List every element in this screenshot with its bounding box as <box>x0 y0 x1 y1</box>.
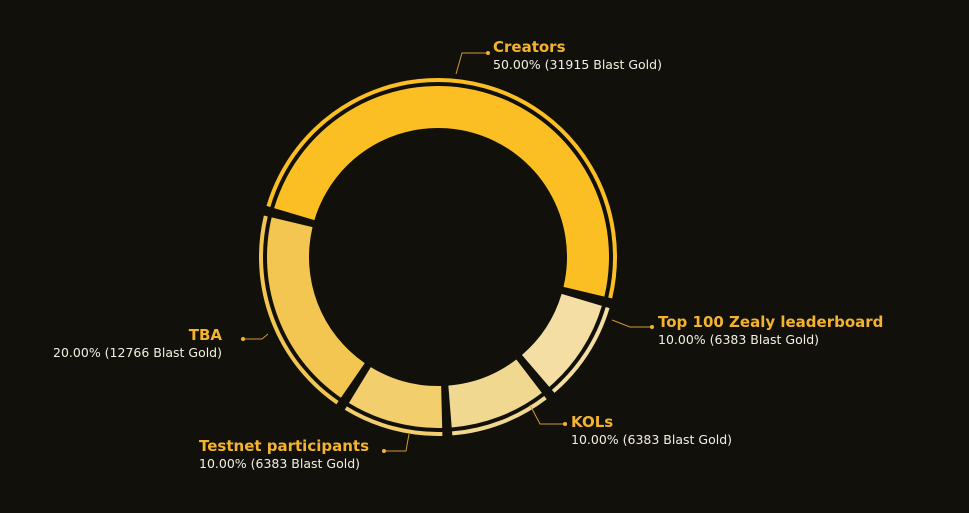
slice-kols <box>448 359 542 428</box>
slice-testnet-participants <box>348 367 443 428</box>
slice-value-tba: 20.00% (12766 Blast Gold) <box>53 345 222 360</box>
callout-line-top-100-zealy-leaderboard <box>611 319 652 328</box>
callout-dot-creators <box>486 51 490 55</box>
slice-creators <box>274 85 610 297</box>
slice-name-tba: TBA <box>188 326 222 344</box>
callout-dot-testnet-participants <box>382 449 386 453</box>
slice-ring-top-100-zealy-leaderboard <box>551 306 610 393</box>
slice-name-top-100-zealy-leaderboard: Top 100 Zealy leaderboard <box>658 313 884 331</box>
slice-ring-tba <box>259 215 339 405</box>
slice-value-creators: 50.00% (31915 Blast Gold) <box>493 57 662 72</box>
slice-top-100-zealy-leaderboard <box>521 293 602 387</box>
callout-dot-tba <box>241 337 245 341</box>
callout-line-creators <box>455 52 488 75</box>
callout-line-testnet-participants <box>384 433 410 452</box>
slice-ring-kols <box>452 396 547 436</box>
slice-label-top-100-zealy-leaderboard: Top 100 Zealy leaderboard 10.00% (6383 B… <box>658 313 883 348</box>
slice-tba <box>267 217 365 398</box>
slice-label-testnet-participants: Testnet participants 10.00% (6383 Blast … <box>199 437 369 472</box>
slice-name-testnet-participants: Testnet participants <box>199 437 369 455</box>
callout-line-kols <box>529 404 565 425</box>
slice-value-testnet-participants: 10.00% (6383 Blast Gold) <box>199 456 361 471</box>
callout-line-tba <box>243 333 269 340</box>
slice-name-creators: Creators <box>493 38 566 56</box>
callout-dot-kols <box>563 422 567 426</box>
slice-label-tba: TBA 20.00% (12766 Blast Gold) <box>53 326 222 361</box>
slice-value-top-100-zealy-leaderboard: 10.00% (6383 Blast Gold) <box>658 332 820 347</box>
slice-label-kols: KOLs 10.00% (6383 Blast Gold) <box>571 413 732 448</box>
callout-dot-top-100-zealy-leaderboard <box>650 325 654 329</box>
slice-ring-creators <box>266 78 617 299</box>
slice-value-kols: 10.00% (6383 Blast Gold) <box>571 432 733 447</box>
slice-name-kols: KOLs <box>571 413 614 431</box>
slice-label-creators: Creators 50.00% (31915 Blast Gold) <box>493 38 662 73</box>
slice-ring-testnet-participants <box>344 406 443 436</box>
